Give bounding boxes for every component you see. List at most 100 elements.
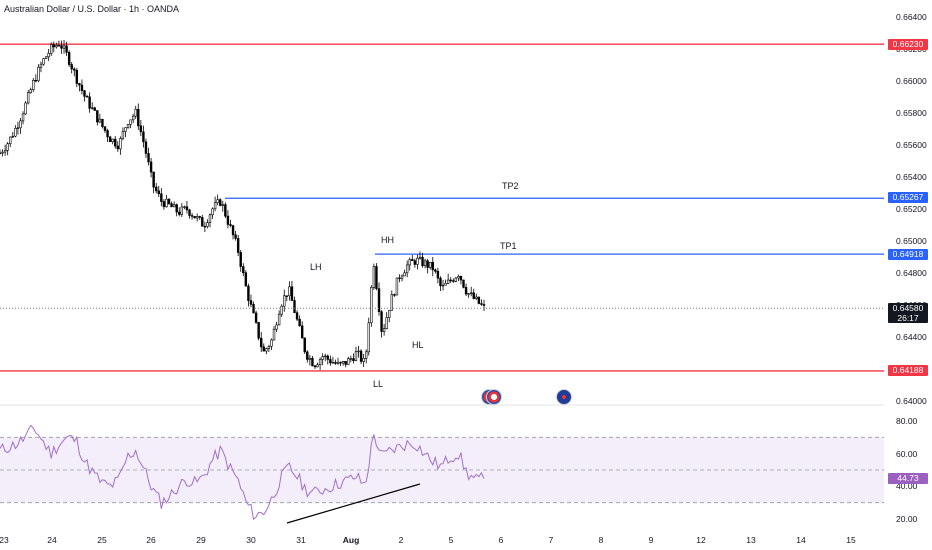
candle-body (0, 152, 2, 155)
candle-body (400, 275, 404, 279)
candle-body (385, 317, 388, 329)
candle-body (372, 266, 376, 288)
candle-body (188, 209, 191, 216)
candle-body (221, 204, 224, 206)
candle-body (477, 296, 481, 304)
price-tick-label: 0.66400 (896, 12, 927, 22)
candle-body (464, 287, 468, 295)
price-tick-label: 0.64800 (896, 268, 927, 278)
candle-body (365, 351, 368, 359)
candle-body (298, 318, 301, 327)
badge-tp2: 0.65267 (888, 192, 928, 203)
candle-body (1, 151, 4, 154)
candle-body (142, 131, 145, 143)
candle-body (262, 346, 265, 352)
badge-current-price: 0.64580 26:17 (888, 303, 928, 323)
us-flag-event-icon-2[interactable] (486, 389, 502, 405)
candle-body (357, 350, 360, 353)
rsi-tick-label: 60.00 (896, 448, 918, 459)
candle-body (288, 286, 291, 297)
candle-body (65, 45, 68, 53)
badge-resistance-top: 0.66230 (888, 39, 928, 50)
candle-body (60, 45, 63, 49)
candles (0, 39, 486, 370)
candle-body (411, 259, 414, 262)
candle-body (377, 288, 381, 312)
candle-body (329, 359, 332, 364)
candle-body (303, 337, 306, 353)
candle-body (3, 149, 7, 153)
candle-body (175, 204, 178, 213)
candle-body (9, 136, 12, 145)
candle-body (213, 202, 217, 210)
candle-body (441, 284, 445, 287)
candle-body (382, 328, 386, 332)
candle-body (293, 300, 296, 313)
candle-body (96, 110, 99, 123)
time-tick-label: 9 (648, 535, 654, 545)
time-tick-label: 14 (796, 535, 806, 545)
candle-body (265, 348, 268, 352)
candle-body (380, 311, 383, 332)
candle-body (11, 135, 15, 138)
candle-body (6, 143, 9, 151)
candle-body (429, 261, 432, 268)
candle-body (57, 45, 61, 47)
price-tick-label: 0.65200 (896, 204, 927, 214)
candle-body (283, 295, 286, 307)
candle-body (290, 286, 294, 301)
candle-body (434, 269, 437, 272)
candle-body (206, 222, 209, 227)
candle-body (62, 45, 66, 49)
candle-body (267, 346, 271, 349)
current-price-label: 0.64580 (892, 303, 924, 313)
candle-body (98, 118, 102, 123)
candle-body (90, 107, 94, 109)
candle-body (170, 203, 173, 208)
au-flag-event-icon[interactable] (556, 389, 572, 405)
candle-body (108, 136, 112, 142)
candle-body (459, 276, 463, 281)
candle-body (50, 44, 53, 54)
candle-body (275, 324, 278, 330)
candle-body (285, 295, 289, 297)
price-tick-label: 0.66000 (896, 76, 927, 86)
candle-body (195, 216, 199, 219)
candle-body (47, 52, 50, 58)
price-tick-label: 0.64000 (896, 396, 927, 406)
rsi-pane (0, 424, 884, 521)
candle-body (114, 138, 117, 147)
candle-body (270, 339, 273, 347)
candle-body (85, 96, 89, 98)
candle-body (73, 68, 76, 71)
candle-body (431, 261, 434, 271)
candle-body (137, 108, 140, 127)
candle-body (344, 361, 347, 365)
rsi-tick-label: 40.00 (896, 481, 918, 492)
time-tick-label: 25 (97, 535, 107, 545)
annotation-tp2: TP2 (502, 181, 519, 191)
candle-body (162, 201, 166, 208)
candle-body (229, 224, 232, 226)
candle-body (452, 280, 455, 282)
candle-body (88, 96, 91, 109)
candle-body (155, 186, 158, 192)
candle-body (119, 138, 122, 150)
candle-body (16, 127, 20, 129)
candle-body (80, 84, 84, 92)
candle-body (216, 199, 219, 203)
price-tick-label: 0.65400 (896, 172, 927, 182)
time-tick-label: 13 (746, 535, 756, 545)
candle-body (359, 350, 363, 362)
candle-body (347, 358, 350, 365)
price-tick-label: 0.64400 (896, 332, 927, 342)
candle-body (70, 64, 73, 70)
candle-body (103, 126, 107, 131)
candle-body (224, 204, 227, 217)
candle-body (426, 260, 429, 268)
candle-body (24, 102, 27, 115)
candle-body (257, 322, 260, 339)
candle-body (167, 198, 171, 204)
